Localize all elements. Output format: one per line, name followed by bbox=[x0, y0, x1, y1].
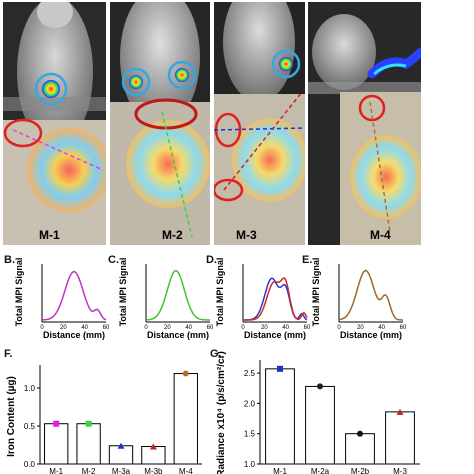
x-tick-label: M-2 bbox=[82, 467, 96, 474]
profile-line bbox=[42, 270, 107, 321]
data-marker bbox=[357, 430, 363, 437]
x-axis-label: Distance (mm) bbox=[340, 330, 402, 340]
y-axis-label: Total MPI Signal bbox=[215, 258, 225, 327]
x-tick-label: 60 bbox=[304, 325, 311, 331]
x-tick-label: 20 bbox=[164, 325, 171, 331]
x-axis-label: Distance (mm) bbox=[147, 330, 209, 340]
panel-letter-f: F. bbox=[4, 348, 13, 360]
panel-letter-g: G. bbox=[210, 348, 222, 360]
bar bbox=[265, 368, 295, 465]
x-tick-label: 0 bbox=[241, 325, 245, 331]
x-tick-label: 60 bbox=[207, 325, 214, 331]
profile-line bbox=[145, 269, 210, 321]
mouse-image-m1 bbox=[3, 2, 106, 245]
iron-content-chart: Iron Content (µg) 0.0 0.5 1.0 M-1 M-2 M-3a M-3b… bbox=[6, 365, 202, 474]
x-tick-label: 20 bbox=[357, 325, 364, 331]
x-tick-label: 40 bbox=[185, 325, 192, 331]
x-tick-label: M-2b bbox=[351, 467, 370, 474]
x-tick-label: M-1 bbox=[49, 467, 63, 474]
panel-label-m4: M-4 bbox=[370, 228, 391, 242]
bar bbox=[76, 423, 101, 465]
panel-letter-b: B. bbox=[4, 254, 15, 266]
x-tick-label: M-3a bbox=[112, 467, 131, 474]
x-tick-label: 60 bbox=[400, 325, 407, 331]
x-tick-label: 20 bbox=[261, 325, 268, 331]
image-panel-m1: M-1 bbox=[3, 2, 106, 245]
profile-line bbox=[243, 277, 308, 321]
mouse-image-m4 bbox=[308, 2, 421, 245]
x-tick-label: 0 bbox=[144, 325, 148, 331]
y-axis-label: Total MPI Signal bbox=[118, 258, 128, 327]
x-axis-label: Distance (mm) bbox=[43, 330, 105, 340]
y-tick-label: 1.5 bbox=[244, 430, 256, 439]
y-axis-label: Radiance x10⁴ (p/s/cm²/cr) bbox=[216, 351, 227, 474]
panel-letter-d: D. bbox=[206, 254, 217, 266]
mouse-image-m3 bbox=[214, 2, 305, 245]
y-axis-label: Total MPI Signal bbox=[14, 258, 24, 327]
data-marker bbox=[396, 408, 404, 415]
x-tick-label: 60 bbox=[103, 325, 110, 331]
x-tick-label: 40 bbox=[378, 325, 385, 331]
y-axis-label: Iron Content (µg) bbox=[6, 376, 17, 457]
profile-line bbox=[243, 277, 308, 321]
profile-line bbox=[338, 269, 403, 321]
mouse-image-m2 bbox=[110, 2, 210, 245]
x-tick-label: M-1 bbox=[273, 467, 287, 474]
bar bbox=[345, 433, 375, 465]
data-marker bbox=[277, 365, 283, 372]
x-tick-label: M-3 bbox=[393, 467, 407, 474]
data-marker bbox=[182, 370, 189, 377]
y-tick-label: 2.0 bbox=[244, 399, 256, 408]
x-tick-label: 0 bbox=[40, 325, 44, 331]
panel-letter-e: E. bbox=[302, 254, 313, 266]
data-marker bbox=[85, 420, 92, 427]
bar bbox=[385, 411, 415, 465]
image-panel-m4: M-4 bbox=[308, 2, 421, 245]
data-marker bbox=[149, 443, 157, 450]
x-tick-label: M-3b bbox=[144, 467, 163, 474]
x-tick-label: 40 bbox=[282, 325, 289, 331]
y-tick-label: 1.0 bbox=[24, 384, 36, 393]
panel-label-m3: M-3 bbox=[236, 228, 257, 242]
y-tick-label: 1.0 bbox=[244, 460, 256, 469]
x-tick-label: M-2a bbox=[311, 467, 330, 474]
x-tick-label: 0 bbox=[337, 325, 341, 331]
data-marker bbox=[117, 442, 125, 449]
panel-letter-c: C. bbox=[108, 254, 119, 266]
panel-label-m1: M-1 bbox=[39, 228, 60, 242]
bar bbox=[305, 385, 335, 465]
data-marker bbox=[317, 383, 323, 390]
panel-label-m2: M-2 bbox=[162, 228, 183, 242]
image-panel-m3: M-3 bbox=[214, 2, 305, 245]
y-tick-label: 2.5 bbox=[244, 369, 256, 378]
image-panel-m2: M-2 bbox=[110, 2, 210, 245]
radiance-chart: Radiance x10⁴ (p/s/cm²/cr) 1.0 1.5 2.0 2.5 M-… bbox=[216, 351, 420, 474]
y-tick-label: 0.5 bbox=[24, 422, 36, 431]
data-marker bbox=[53, 420, 60, 427]
x-tick-label: M-4 bbox=[179, 467, 193, 474]
x-axis-label: Distance (mm) bbox=[244, 330, 306, 340]
y-axis-label: Total MPI Signal bbox=[311, 258, 321, 327]
bar bbox=[173, 373, 198, 465]
bar bbox=[44, 423, 69, 465]
x-tick-label: 20 bbox=[60, 325, 67, 331]
y-tick-label: 0.0 bbox=[24, 460, 36, 469]
x-tick-label: 40 bbox=[81, 325, 88, 331]
